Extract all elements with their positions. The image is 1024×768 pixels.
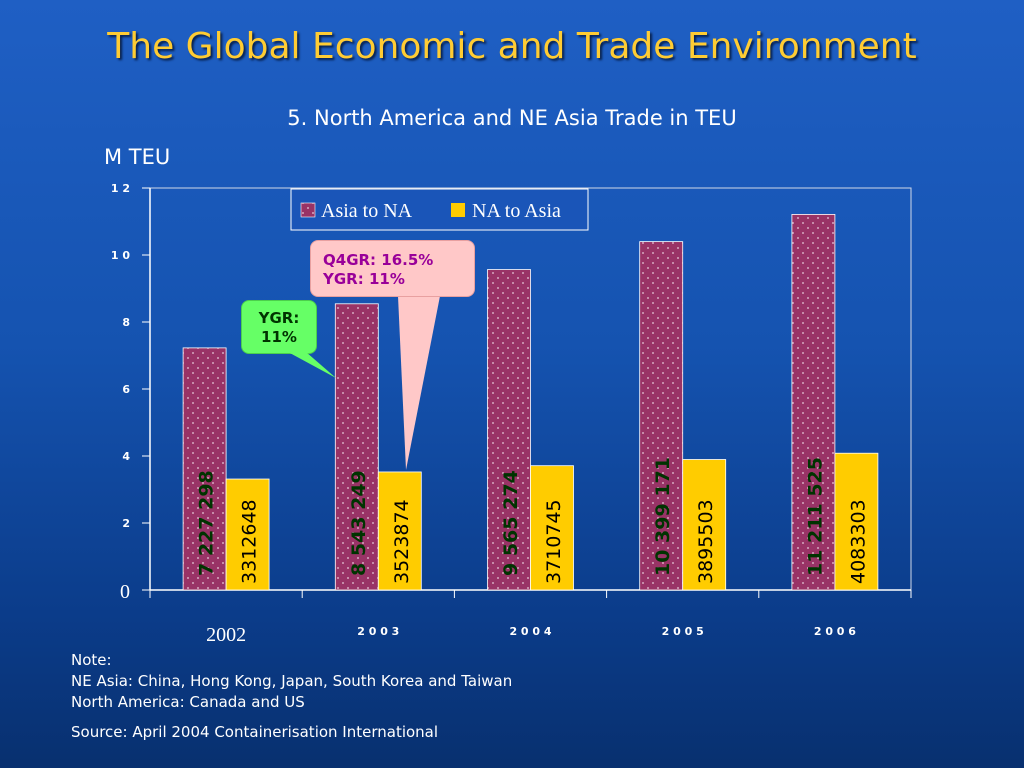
legend-swatch-na-to-asia <box>451 203 465 217</box>
bar-na-to-asia <box>682 459 727 591</box>
legend-box <box>290 188 589 231</box>
bar-na-to-asia <box>377 471 422 591</box>
notes-heading: Note: <box>71 651 112 669</box>
y-axis-unit-label: M TEU <box>104 145 171 169</box>
bar-asia-to-na <box>639 241 684 591</box>
bar-asia-to-na-label: 11 211 525 <box>804 457 826 576</box>
bar-asia-to-na-label: 8 543 249 <box>348 470 370 576</box>
bar-na-to-asia-label: 3710745 <box>543 499 565 584</box>
x-tick-label: 2 0 0 5 <box>662 625 704 638</box>
bar-asia-to-na-label: 9 565 274 <box>500 470 522 576</box>
y-tick-label: 0 <box>120 581 130 603</box>
bar-na-to-asia-label: 3312648 <box>239 499 261 584</box>
slide-title: The Global Economic and Trade Environmen… <box>107 26 917 67</box>
x-tick-label: 2002 <box>206 624 246 646</box>
bar-asia-to-na <box>182 347 227 591</box>
y-tick-label: 4 <box>122 450 130 463</box>
bar-na-to-asia-label: 3895503 <box>695 499 717 584</box>
bar-asia-to-na <box>487 269 531 591</box>
q4-callout: Q4GR: 16.5% YGR: 11% <box>310 240 475 297</box>
chart-subtitle: 5. North America and NE Asia Trade in TE… <box>287 106 737 130</box>
bar-asia-to-na-label: 7 227 298 <box>196 470 218 576</box>
x-tick-label: 2 0 0 3 <box>357 625 399 638</box>
y-tick-label: 8 <box>122 316 130 329</box>
source-note: Source: April 2004 Containerisation Inte… <box>71 723 439 741</box>
q4-callout-line2: YGR: 11% <box>323 270 405 288</box>
q4-callout-line1: Q4GR: 16.5% <box>323 251 434 269</box>
legend-label-na-to-asia: NA to Asia <box>472 200 561 222</box>
x-tick-label: 2 0 0 6 <box>814 625 856 638</box>
bar-na-to-asia <box>225 478 270 591</box>
bar-asia-to-na-label: 10 399 171 <box>652 457 674 576</box>
y-tick-label: 1 2 <box>111 182 130 195</box>
notes: Note: NE Asia: China, Hong Kong, Japan, … <box>71 650 512 743</box>
notes-ne-asia: NE Asia: China, Hong Kong, Japan, South … <box>71 672 513 690</box>
y-tick-label: 6 <box>122 383 130 396</box>
ygr-callout: YGR: 11% <box>241 300 317 354</box>
bar-na-to-asia <box>834 452 879 591</box>
notes-north-america: North America: Canada and US <box>71 693 305 711</box>
y-tick-label: 1 0 <box>111 249 130 262</box>
bar-na-to-asia-label: 4083303 <box>847 499 869 584</box>
bar-asia-to-na <box>334 303 379 591</box>
legend-swatch-asia-to-na <box>300 202 316 218</box>
legend-label-asia-to-na: Asia to NA <box>321 200 413 222</box>
x-tick-label: 2 0 0 4 <box>509 625 551 638</box>
bar-na-to-asia <box>530 465 574 591</box>
bar-na-to-asia-label: 3523874 <box>391 499 413 584</box>
bar-asia-to-na <box>791 214 836 591</box>
y-tick-label: 2 <box>122 517 130 530</box>
